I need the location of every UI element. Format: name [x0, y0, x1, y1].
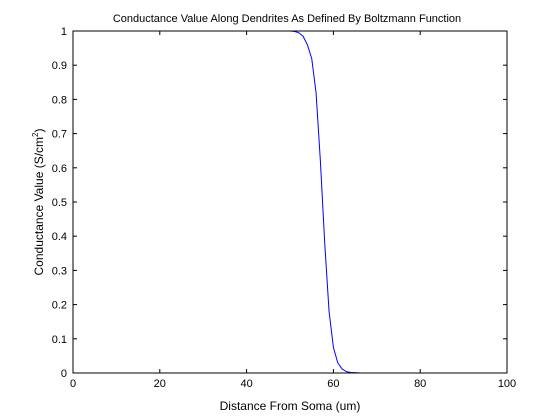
- plot-frame: [72, 30, 508, 374]
- y-tick-label: 0.1: [52, 334, 67, 346]
- y-tick-label: 0.8: [52, 94, 67, 106]
- x-axis-label: Distance From Soma (um): [220, 399, 361, 413]
- x-tick-label: 100: [498, 378, 516, 390]
- y-axis-label-close: ): [32, 129, 46, 133]
- x-tick-label: 40: [240, 378, 252, 390]
- x-tick-label: 60: [327, 378, 339, 390]
- y-tick-label: 0.9: [52, 60, 67, 72]
- x-tick-label: 0: [70, 378, 76, 390]
- y-tick-label: 0.4: [52, 231, 67, 243]
- y-tick-label: 1: [61, 26, 67, 38]
- y-tick-label: 0.3: [52, 265, 67, 277]
- plot-area: [73, 31, 507, 373]
- y-tick-label: 0.6: [52, 163, 67, 175]
- chart-title: Conductance Value Along Dendrites As Def…: [113, 13, 461, 25]
- y-tick-label: 0.5: [52, 197, 67, 209]
- y-tick-label: 0.2: [52, 300, 67, 312]
- x-tick-label: 80: [414, 378, 426, 390]
- y-axis-label-sup: 2: [31, 132, 40, 137]
- y-axis-label-main: Conductance Value (S/cm: [32, 137, 46, 276]
- y-tick-label: 0: [61, 368, 67, 380]
- y-axis-label: Conductance Value (S/cm2): [31, 129, 46, 276]
- y-tick-label: 0.7: [52, 129, 67, 141]
- x-tick-label: 20: [154, 378, 166, 390]
